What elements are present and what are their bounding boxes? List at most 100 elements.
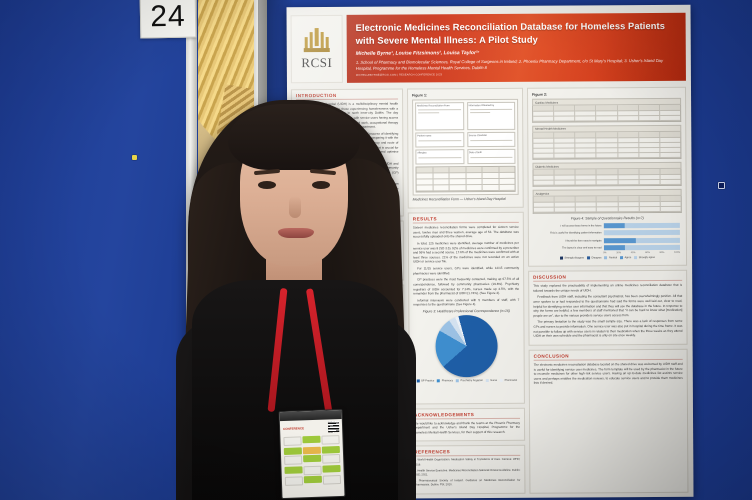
conference-badge: CONFERENCE: [278, 408, 346, 500]
axis-tick-label: 100%: [674, 251, 681, 254]
poster-contact: MICHELLEBYRNE@RCSI.COM | RESEARCH CONFER…: [355, 73, 443, 77]
section-paragraph: Feedback from UIDH staff, including the …: [533, 294, 683, 318]
eye-right: [312, 181, 330, 189]
table-cell: [660, 115, 681, 121]
form-field-label: Source Checklist: [468, 134, 487, 138]
legend-swatch: [500, 378, 504, 382]
section-heading: DISCUSSION: [533, 273, 683, 282]
bar-segment: [603, 230, 680, 236]
badge-logo-text: CONFERENCE: [283, 425, 305, 431]
figure1-form-mock: Medicines Reconciliation Form Informatio…: [412, 98, 519, 196]
table-row: [533, 152, 681, 160]
crest-icon: [303, 27, 330, 52]
poster-title-band: Electronic Medicines Reconciliation Data…: [346, 12, 686, 83]
form-field: Medicines Reconciliation Form: [415, 102, 464, 131]
table-body: [532, 196, 682, 214]
section-paragraph: Sixteen medicines reconciliation forms w…: [412, 224, 519, 239]
poster-board-left: [0, 0, 198, 500]
figure3-pie-chart: GP Practice Pharmacy Psychiatry Registrar N…: [413, 314, 519, 383]
legend-label: Agree: [624, 256, 632, 260]
table-row: [533, 206, 681, 213]
bar-row: I found the form easy to navigate: [535, 237, 680, 243]
bar-segment: [625, 223, 680, 229]
table-body: [532, 131, 682, 161]
figure2-table-stack: Cardiac Medicines Mental Health Medicines…: [532, 97, 682, 214]
table-cell: [554, 153, 576, 159]
legend-swatch: [604, 256, 608, 260]
section-paragraph: We would like to acknowledge and thank t…: [414, 420, 521, 435]
bar-legend-item: Agree: [620, 256, 632, 260]
legend-label: Pharmacist: [504, 378, 518, 382]
bar-track: [603, 237, 680, 243]
table-cell: [639, 207, 661, 213]
legend-label: Strongly agree: [638, 255, 656, 260]
axis-tick-label: 80%: [659, 251, 665, 254]
section-results: RESULTS Sixteen medicines reconciliation…: [407, 211, 525, 405]
section-paragraph: The primary limitation to the study was …: [533, 319, 683, 338]
table-body: [532, 169, 682, 188]
pie-legend-item: Psychiatry Registrar: [456, 379, 483, 383]
bar-legend-item: Strongly disagree: [560, 256, 585, 260]
form-field-label: Information Obtained by: [468, 103, 495, 108]
table-cell: [533, 116, 555, 122]
reference-item: 1. World Health Organization. Medication…: [414, 458, 521, 466]
table-cell: [638, 115, 661, 122]
legend-swatch: [560, 256, 564, 260]
figure1-medicines-table: [415, 165, 516, 193]
figure3-caption: Figure 3: Healthcare Professional Corres…: [422, 308, 510, 314]
table-cell: [618, 180, 640, 186]
figure1-block: Figure 1: Medicines Reconciliation Form …: [406, 87, 524, 209]
table-cell: [617, 115, 639, 122]
table-cell: [596, 115, 618, 122]
table-cell: [554, 180, 576, 186]
bar-row: This is useful for identifying patient i…: [535, 230, 680, 236]
table-row: [533, 179, 681, 187]
figure1-caption: Medicines Reconciliation Form — Usher's …: [412, 196, 506, 202]
section-heading: CONCLUSION: [533, 352, 683, 361]
bar-segment: [636, 237, 680, 243]
bar-legend-item: Disagree: [586, 256, 602, 260]
badge-schedule-grid: [280, 433, 344, 488]
poster-authors: Michelle Byrne¹, Louise Fitzsimons², Lou…: [355, 50, 479, 57]
form-field: Allergies: [415, 149, 464, 165]
board-number-text: 24: [150, 0, 186, 34]
bar-track: [603, 230, 680, 236]
form-field-label: Medicines Reconciliation Form: [417, 104, 450, 108]
table-cell: [617, 153, 640, 159]
table-cell: [533, 180, 555, 187]
form-field: Date of birth: [466, 148, 516, 165]
figure4-bar-chart: I will access these forms in the future T…: [533, 222, 682, 262]
bar-track: [603, 223, 680, 229]
legend-label: Psychiatry Registrar: [460, 379, 483, 383]
person-presenter: CONFERENCE: [170, 92, 420, 500]
table-body: [532, 104, 682, 123]
bar-axis: 0% 20% 40% 60% 80% 100%: [603, 252, 680, 254]
rcsi-logo: RCSI: [290, 14, 343, 84]
section-heading: ACKNOWLEDGEMENTS: [413, 411, 521, 420]
bar-segment: [603, 244, 626, 251]
poster-column-right: Figure 2: Cardiac Medicines Mental Health…: [526, 86, 689, 494]
section-heading: RESULTS: [412, 215, 519, 224]
form-field: Source Checklist: [466, 131, 516, 148]
axis-tick-label: 20%: [616, 252, 621, 255]
board-pin: [132, 155, 137, 160]
table-row: [533, 115, 681, 122]
legend-swatch: [620, 256, 624, 260]
table-cell: [660, 206, 681, 213]
table-cell: [639, 180, 661, 186]
section-heading: REFERENCES: [414, 449, 521, 457]
legend-label: Strongly disagree: [564, 256, 585, 260]
bar-track: [603, 244, 680, 251]
reference-item: 3. Pharmaceutical Society of Ireland. Gu…: [414, 478, 521, 487]
table-cell: [554, 207, 577, 213]
bar-segment: [603, 223, 626, 229]
legend-label: GP Practice: [420, 379, 435, 383]
figure2-table: Diabetic Medicines: [532, 162, 682, 188]
pie-legend-item: Nurse: [485, 379, 497, 383]
mouth: [278, 228, 314, 238]
legend-label: Disagree: [591, 256, 602, 260]
poster-affiliations: 1. School of Pharmacy and Biomolecular S…: [355, 57, 664, 71]
pie-chart-legend: GP Practice Pharmacy Psychiatry Registrar N…: [416, 379, 517, 383]
bar-segment: [625, 244, 680, 250]
table-cell: [575, 116, 597, 122]
